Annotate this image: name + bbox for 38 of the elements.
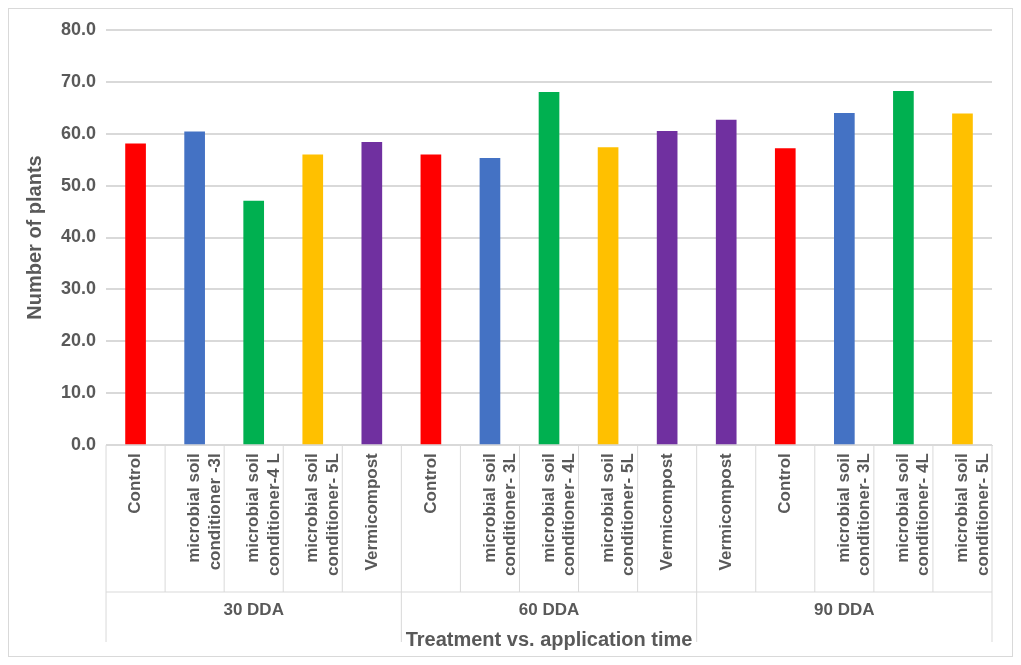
y-tick-label: 80.0 [60, 18, 97, 39]
x-tick-label: Control [420, 453, 440, 514]
bar [774, 148, 796, 445]
bar [893, 91, 914, 445]
bar [420, 154, 442, 445]
y-axis-title: Number of plants [22, 155, 45, 320]
bar [125, 143, 146, 445]
y-tick-label: 10.0 [60, 382, 97, 403]
x-tick-label: Control [125, 453, 145, 514]
x-tick-label: Vermicompost [656, 452, 676, 571]
bar [715, 119, 737, 445]
bar [302, 154, 324, 445]
bar [243, 200, 265, 445]
y-tick-label: 0.0 [71, 434, 97, 455]
y-tick-label: 60.0 [60, 122, 97, 143]
x-tick-label: Control [774, 453, 794, 514]
x-tick-label: Vermicompost [715, 452, 735, 571]
x-tick-label: microbial soil conditioner- 3L [834, 453, 874, 576]
y-tick-label: 50.0 [60, 174, 97, 195]
x-tick-label: microbial soil conditioner -3l [184, 453, 224, 571]
bar [834, 112, 855, 445]
bar [184, 131, 205, 445]
text: 90 DDA [814, 599, 875, 619]
bar [597, 147, 619, 445]
bar [538, 92, 560, 445]
bar [952, 113, 973, 445]
y-tick-label: 70.0 [60, 70, 97, 91]
bar [656, 131, 678, 445]
y-tick-label: 20.0 [60, 330, 97, 351]
bar [479, 158, 501, 445]
text: 30 DDA [223, 599, 284, 619]
x-axis-title: Treatment vs. application time [405, 627, 693, 650]
x-tick-label: microbial soil conditioner- 3L [479, 453, 520, 576]
y-tick-label: 30.0 [60, 278, 97, 299]
bar [361, 141, 383, 445]
x-tick-label: Vermicompost [361, 452, 381, 571]
text: 60 DDA [518, 599, 580, 619]
y-tick-label: 40.0 [60, 226, 97, 247]
